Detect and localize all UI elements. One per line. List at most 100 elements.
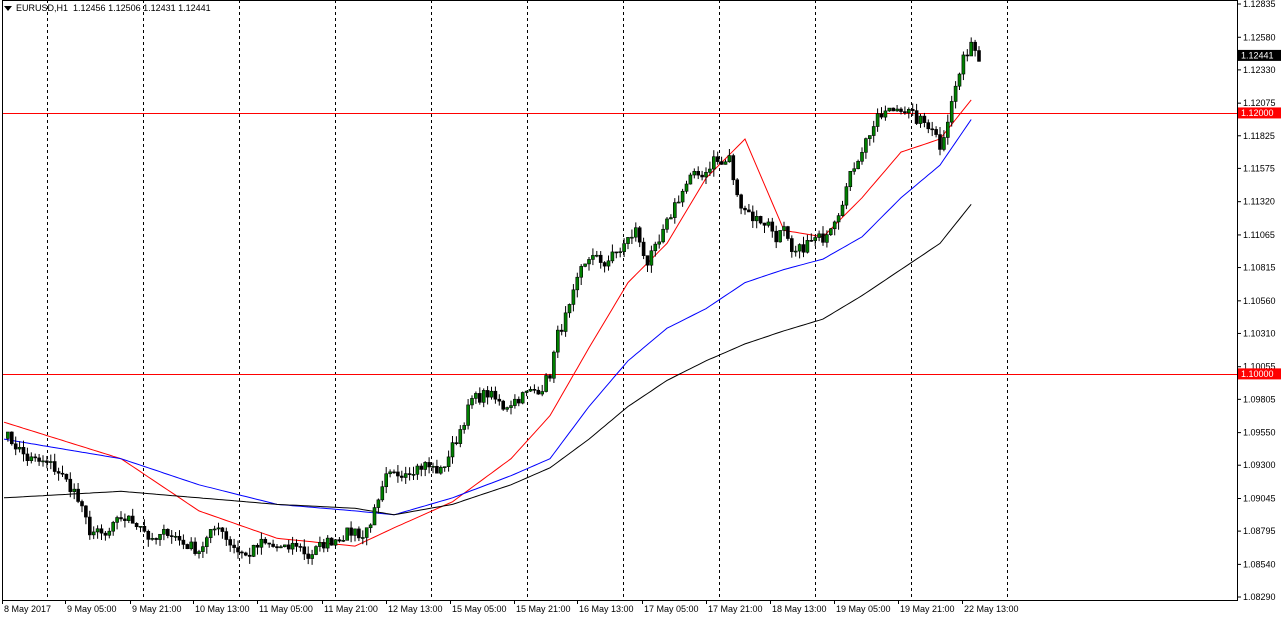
bull-candle-body	[579, 266, 584, 278]
time-tick-label: 17 May 21:00	[708, 604, 763, 614]
bull-candle-body	[852, 168, 857, 172]
bull-candle-body	[813, 237, 818, 241]
bull-candle-body	[372, 507, 377, 526]
bull-candle-body	[567, 304, 572, 314]
bear-candle-body	[169, 535, 174, 537]
bull-candle-body	[115, 517, 119, 523]
bull-candle-body	[594, 254, 599, 257]
bear-candle-body	[821, 233, 825, 243]
bear-candle-body	[99, 528, 104, 534]
bear-candle-body	[88, 516, 92, 536]
time-axis[interactable]: 8 May 2017 9 May 05:00 9 May 21:00 10 May 1…	[2, 600, 1019, 614]
bull-candle-body	[127, 515, 131, 521]
bull-candle-body	[481, 390, 486, 403]
bull-candle-body	[489, 390, 494, 398]
bull-candle-body	[949, 101, 954, 123]
price-tick-label: 1.08540	[1243, 559, 1276, 569]
current-price-label: 1.12441	[1241, 50, 1274, 60]
time-tick-label: 10 May 13:00	[195, 604, 250, 614]
ma-mid-line	[3, 119, 972, 516]
bull-candle-body	[520, 392, 525, 404]
bear-candle-body	[536, 389, 541, 395]
bear-candle-body	[903, 111, 907, 114]
bull-candle-body	[17, 447, 22, 450]
bull-candle-body	[388, 471, 392, 475]
price-tick-label: 1.09805	[1243, 394, 1276, 404]
bull-candle-body	[555, 329, 560, 353]
bull-candle-body	[290, 542, 295, 550]
price-tick-label: 1.09045	[1243, 493, 1276, 503]
price-tick-label: 1.12075	[1243, 98, 1276, 108]
bull-candle-body	[665, 218, 669, 230]
bull-candle-body	[189, 541, 193, 550]
bull-candle-body	[957, 73, 962, 87]
bull-candle-body	[48, 461, 53, 463]
level-price-box	[1238, 107, 1281, 119]
bull-candle-body	[864, 138, 868, 153]
bear-candle-body	[598, 254, 603, 263]
bull-candle-body	[462, 425, 467, 430]
time-tick-label: 16 May 13:00	[579, 604, 634, 614]
bear-candle-body	[548, 375, 552, 379]
bull-candle-body	[684, 183, 689, 192]
bull-candle-body	[29, 456, 34, 462]
bull-candle-body	[279, 546, 283, 549]
bull-candle-body	[587, 259, 591, 265]
bear-candle-body	[762, 222, 767, 226]
bull-candle-body	[544, 375, 548, 392]
bull-candle-body	[345, 527, 350, 541]
dropdown-triangle-icon[interactable]	[4, 6, 12, 12]
bear-candle-body	[602, 262, 607, 267]
bull-candle-body	[540, 391, 545, 395]
bull-candle-body	[622, 243, 626, 252]
bull-candle-body	[376, 499, 381, 508]
bull-candle-body	[403, 473, 408, 478]
bull-candle-body	[918, 115, 923, 124]
bear-candle-body	[435, 465, 439, 474]
price-tick-label: 1.08795	[1243, 526, 1276, 536]
bull-candle-body	[672, 202, 677, 218]
bull-candle-body	[856, 160, 860, 170]
bull-candle-body	[961, 54, 966, 75]
price-axis[interactable]: 1.12835 1.12580 1.12330 1.12075 1.11825 1.115…	[1237, 0, 1281, 602]
bull-candle-body	[563, 312, 568, 332]
bull-candle-body	[442, 466, 447, 469]
bear-candle-body	[965, 54, 970, 57]
bull-candle-body	[657, 241, 662, 245]
bull-candle-body	[867, 135, 872, 139]
bull-candle-body	[259, 538, 264, 548]
bull-candle-body	[649, 250, 654, 266]
bear-candle-body	[177, 535, 182, 541]
moving-averages	[3, 99, 972, 547]
bear-candle-body	[786, 226, 790, 239]
bear-candle-body	[770, 221, 775, 232]
bull-candle-body	[431, 465, 435, 468]
bear-candle-body	[247, 554, 252, 557]
bull-candle-body	[782, 226, 786, 231]
bull-candle-body	[571, 289, 576, 305]
time-tick-label: 15 May 05:00	[452, 604, 507, 614]
time-tick-label: 19 May 05:00	[836, 604, 891, 614]
bear-candle-body	[76, 488, 80, 502]
bull-candle-body	[793, 250, 798, 253]
bull-candle-body	[524, 390, 529, 393]
bear-candle-body	[407, 473, 412, 475]
bear-candle-body	[13, 443, 18, 450]
ma-fast-line	[3, 99, 972, 547]
bear-candle-body	[910, 109, 915, 111]
horizontal-level-lines[interactable]	[2, 113, 1237, 375]
bull-candle-body	[138, 526, 143, 528]
symbol-label: EURUSD,H1	[16, 3, 69, 13]
bull-candle-body	[470, 398, 474, 406]
bear-candle-body	[80, 501, 84, 507]
bear-candle-body	[641, 241, 646, 256]
bear-candle-body	[302, 546, 307, 555]
bear-candle-body	[747, 209, 751, 213]
bear-candle-body	[123, 518, 127, 521]
bull-candle-body	[633, 227, 638, 238]
bull-candle-body	[314, 546, 318, 555]
bear-candle-body	[493, 390, 498, 400]
price-tick-label: 1.12580	[1243, 32, 1276, 42]
bull-candle-body	[618, 251, 623, 253]
